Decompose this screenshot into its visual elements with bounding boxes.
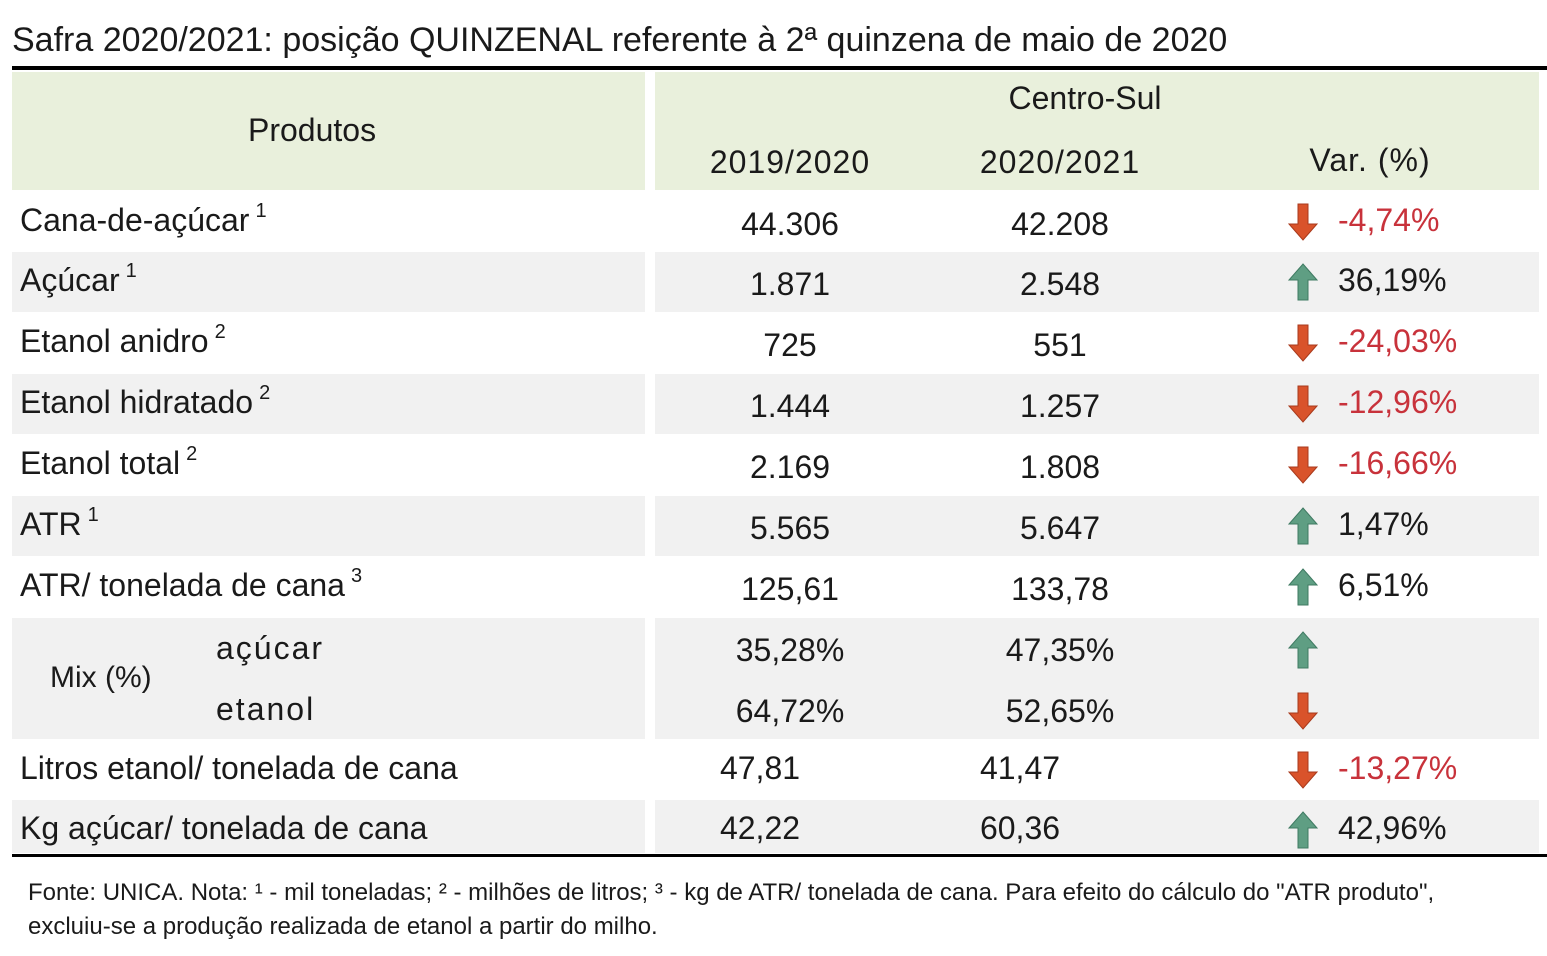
header-col-2020-2021: 2020/2021 [979,144,1141,180]
variation-value: -24,03% [1338,323,1458,359]
arrow-down-icon [1288,692,1318,730]
product-name: Kg açúcar/ tonelada de cana [20,810,428,846]
row-bg-left [12,800,645,853]
arrow-down-icon [1288,751,1318,789]
value-2020-2021: 41,47 [979,750,1061,786]
footnote-marker: 2 [214,321,226,343]
table-title: Safra 2020/2021: posição QUINZENAL refer… [12,21,1228,59]
arrow-down-icon [1288,324,1318,362]
product-name: ATR/ tonelada de cana 3 [20,565,363,603]
header-centro-sul-bg [655,72,1539,190]
value-2019-2020: 47,81 [719,750,801,786]
arrow-up-icon [1288,263,1318,301]
product-name: Açúcar 1 [20,260,137,298]
variation-value: 36,19% [1338,262,1447,298]
arrow-up-icon [1288,811,1318,849]
value-2020-2021: 551 [1033,327,1087,363]
value-2020-2021: 133,78 [1011,571,1109,607]
mix-sub-label: etanol [216,691,316,727]
row-bg-left [12,374,645,434]
value-2019-2020: 64,72% [735,693,845,729]
value-2020-2021: 1.808 [1019,449,1101,485]
product-name: Etanol hidratado 2 [20,382,271,420]
product-name: ATR 1 [20,504,99,542]
row-bg-left [12,252,645,312]
footnote-marker: 3 [350,565,363,587]
variation-value: 1,47% [1338,506,1429,542]
variation-value: 6,51% [1338,567,1429,603]
footnote-marker: 2 [259,382,271,404]
value-2020-2021: 60,36 [979,810,1061,846]
header-col-2019-2020: 2019/2020 [709,144,871,180]
variation-value: -16,66% [1338,445,1458,481]
mix-label: Mix (%) [50,661,152,694]
value-2020-2021: 47,35% [1005,632,1115,668]
mix-sub-label: açúcar [216,630,325,666]
value-2020-2021: 42.208 [1011,206,1109,242]
footnote-marker: 1 [255,200,267,222]
value-2019-2020: 35,28% [735,632,845,668]
product-name: Cana-de-açúcar 1 [20,200,267,238]
value-2020-2021: 2.548 [1019,266,1101,302]
arrow-up-icon [1288,507,1318,545]
header-col-var: Var. (%) [1309,142,1431,178]
value-2020-2021: 5.647 [1019,510,1101,546]
value-2019-2020: 42,22 [719,810,801,846]
product-name: Etanol anidro 2 [20,321,226,359]
arrow-down-icon [1288,203,1318,241]
value-2019-2020: 1.444 [749,388,831,424]
row-bg-right [655,618,1539,739]
variation-value: -13,27% [1338,750,1458,786]
row-bg-right [655,496,1539,556]
footnote: Fonte: UNICA. Nota: ¹ - mil toneladas; ²… [28,879,1435,940]
value-2020-2021: 1.257 [1019,388,1101,424]
variation-value: -12,96% [1338,384,1458,420]
product-name: Litros etanol/ tonelada de cana [20,750,458,786]
value-2019-2020: 44.306 [741,206,839,242]
footnote-marker: 1 [125,260,137,282]
value-2019-2020: 125,61 [741,571,839,607]
arrow-down-icon [1288,446,1318,484]
arrow-down-icon [1288,385,1318,423]
row-bg-left [12,496,645,556]
header-produtos-bg [12,72,645,190]
value-2019-2020: 725 [763,327,817,363]
top-rule [12,66,1547,70]
value-2019-2020: 5.565 [749,510,831,546]
row-bg-left [12,618,645,739]
variation-value: 42,96% [1338,810,1447,846]
value-2019-2020: 1.871 [749,266,831,302]
row-bg-right [655,800,1539,853]
arrow-up-icon [1288,631,1318,669]
product-name: Etanol total 2 [20,443,198,481]
value-2019-2020: 2.169 [749,449,831,485]
bottom-rule [12,854,1547,857]
footnote-marker: 1 [87,504,99,526]
header-region: Centro-Sul [1008,80,1162,116]
variation-value: -4,74% [1338,202,1440,238]
footnote-marker: 2 [186,443,198,465]
row-bg-right [655,374,1539,434]
arrow-up-icon [1288,568,1318,606]
row-bg-right [655,252,1539,312]
header-produtos: Produtos [248,112,377,148]
value-2020-2021: 52,65% [1005,693,1115,729]
